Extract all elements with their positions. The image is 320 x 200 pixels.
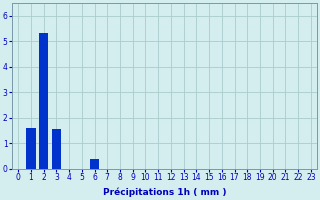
Bar xyxy=(39,33,48,169)
Bar xyxy=(52,129,61,169)
Bar xyxy=(26,128,36,169)
Bar xyxy=(90,159,99,169)
X-axis label: Précipitations 1h ( mm ): Précipitations 1h ( mm ) xyxy=(103,188,226,197)
